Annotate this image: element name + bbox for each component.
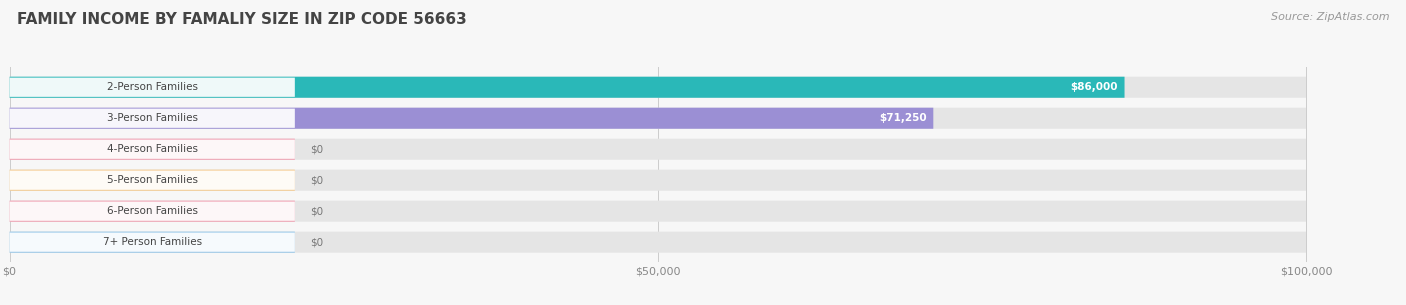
FancyBboxPatch shape <box>10 108 934 129</box>
FancyBboxPatch shape <box>10 232 295 252</box>
Text: 4-Person Families: 4-Person Families <box>107 144 198 154</box>
FancyBboxPatch shape <box>10 170 295 191</box>
Text: Source: ZipAtlas.com: Source: ZipAtlas.com <box>1271 12 1389 22</box>
FancyBboxPatch shape <box>10 170 295 190</box>
FancyBboxPatch shape <box>10 231 295 253</box>
FancyBboxPatch shape <box>10 201 1306 222</box>
FancyBboxPatch shape <box>10 231 1306 253</box>
FancyBboxPatch shape <box>10 202 295 221</box>
FancyBboxPatch shape <box>10 77 1125 98</box>
FancyBboxPatch shape <box>10 139 295 160</box>
Text: $0: $0 <box>311 144 323 154</box>
FancyBboxPatch shape <box>10 139 1306 160</box>
Text: 7+ Person Families: 7+ Person Families <box>103 237 202 247</box>
FancyBboxPatch shape <box>10 78 295 97</box>
Text: $0: $0 <box>311 175 323 185</box>
Text: $0: $0 <box>311 206 323 216</box>
Text: 3-Person Families: 3-Person Families <box>107 113 198 123</box>
Text: $71,250: $71,250 <box>879 113 927 123</box>
FancyBboxPatch shape <box>10 109 295 128</box>
Text: $86,000: $86,000 <box>1070 82 1118 92</box>
FancyBboxPatch shape <box>10 201 295 222</box>
FancyBboxPatch shape <box>10 108 1306 129</box>
Text: 5-Person Families: 5-Person Families <box>107 175 198 185</box>
FancyBboxPatch shape <box>10 170 1306 191</box>
Text: $0: $0 <box>311 237 323 247</box>
FancyBboxPatch shape <box>10 77 1306 98</box>
Text: 6-Person Families: 6-Person Families <box>107 206 198 216</box>
Text: FAMILY INCOME BY FAMALIY SIZE IN ZIP CODE 56663: FAMILY INCOME BY FAMALIY SIZE IN ZIP COD… <box>17 12 467 27</box>
Text: 2-Person Families: 2-Person Families <box>107 82 198 92</box>
FancyBboxPatch shape <box>10 140 295 159</box>
